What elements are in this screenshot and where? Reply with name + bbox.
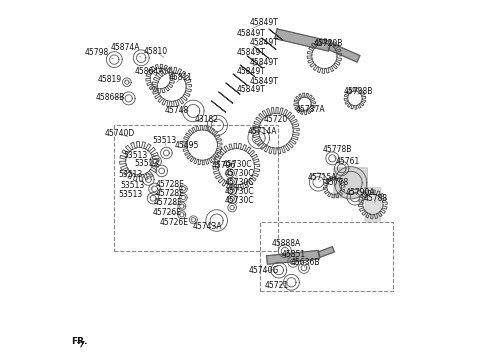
Text: 45730C: 45730C [225,196,254,205]
Text: 45849T: 45849T [250,18,279,29]
Text: 45721: 45721 [265,281,289,290]
Text: 45798: 45798 [84,48,114,59]
Text: 45743A: 45743A [192,222,222,231]
Text: 45874A: 45874A [111,43,141,57]
Polygon shape [266,251,320,264]
Text: 45720: 45720 [264,115,288,124]
Text: 45819: 45819 [98,75,126,84]
Text: 45728E: 45728E [156,189,184,198]
Text: 45730C: 45730C [225,169,254,179]
Text: 45851: 45851 [282,250,306,259]
Polygon shape [275,29,331,51]
Text: 45728E: 45728E [156,180,184,189]
Text: 45888A: 45888A [271,239,300,248]
Text: 45730C: 45730C [225,187,254,196]
Text: 45849T: 45849T [250,77,279,86]
Text: 53513: 53513 [134,159,159,168]
Text: 45737A: 45737A [295,105,325,114]
Text: 45495: 45495 [175,141,199,150]
Text: 45849T: 45849T [250,38,279,47]
Polygon shape [318,247,335,257]
Text: 53513: 53513 [153,136,177,145]
Text: 45796: 45796 [212,161,236,171]
Text: 45728E: 45728E [154,198,182,207]
Text: 43182: 43182 [195,115,219,124]
Text: 45864A: 45864A [135,67,164,76]
Text: 45790A: 45790A [346,188,375,197]
Text: 45778: 45778 [325,178,349,187]
Text: 45788: 45788 [364,194,388,203]
Text: 45715A: 45715A [308,173,337,182]
Text: 45849T: 45849T [236,29,265,38]
Text: 45849T: 45849T [236,85,265,94]
Polygon shape [328,43,360,62]
Text: 53513: 53513 [124,151,154,160]
Text: 45740G: 45740G [248,266,278,275]
Text: 45636B: 45636B [290,258,320,268]
Text: 45810: 45810 [144,47,168,57]
Text: 45740D: 45740D [105,129,135,138]
Text: 45778B: 45778B [322,145,352,157]
Text: 45748: 45748 [165,106,189,115]
Text: 45811: 45811 [169,73,193,83]
Text: 53513: 53513 [121,181,153,190]
Text: 45730C: 45730C [222,160,252,172]
FancyBboxPatch shape [334,168,368,198]
Text: 45849T: 45849T [236,67,265,76]
Text: 45714A: 45714A [248,127,277,136]
Text: 45720B: 45720B [313,39,343,48]
Text: 45726E: 45726E [153,208,182,217]
Text: 45849T: 45849T [250,58,279,67]
Text: 45730C: 45730C [225,178,254,188]
Text: 45726E: 45726E [160,218,192,227]
FancyBboxPatch shape [365,188,381,221]
Text: 45738B: 45738B [344,87,373,96]
Text: 45849T: 45849T [236,48,265,57]
Text: 53513: 53513 [119,170,147,179]
Text: 45868B: 45868B [96,93,125,102]
Text: FR.: FR. [71,337,88,346]
Text: 45761: 45761 [336,157,360,166]
Text: 53513: 53513 [119,190,151,199]
